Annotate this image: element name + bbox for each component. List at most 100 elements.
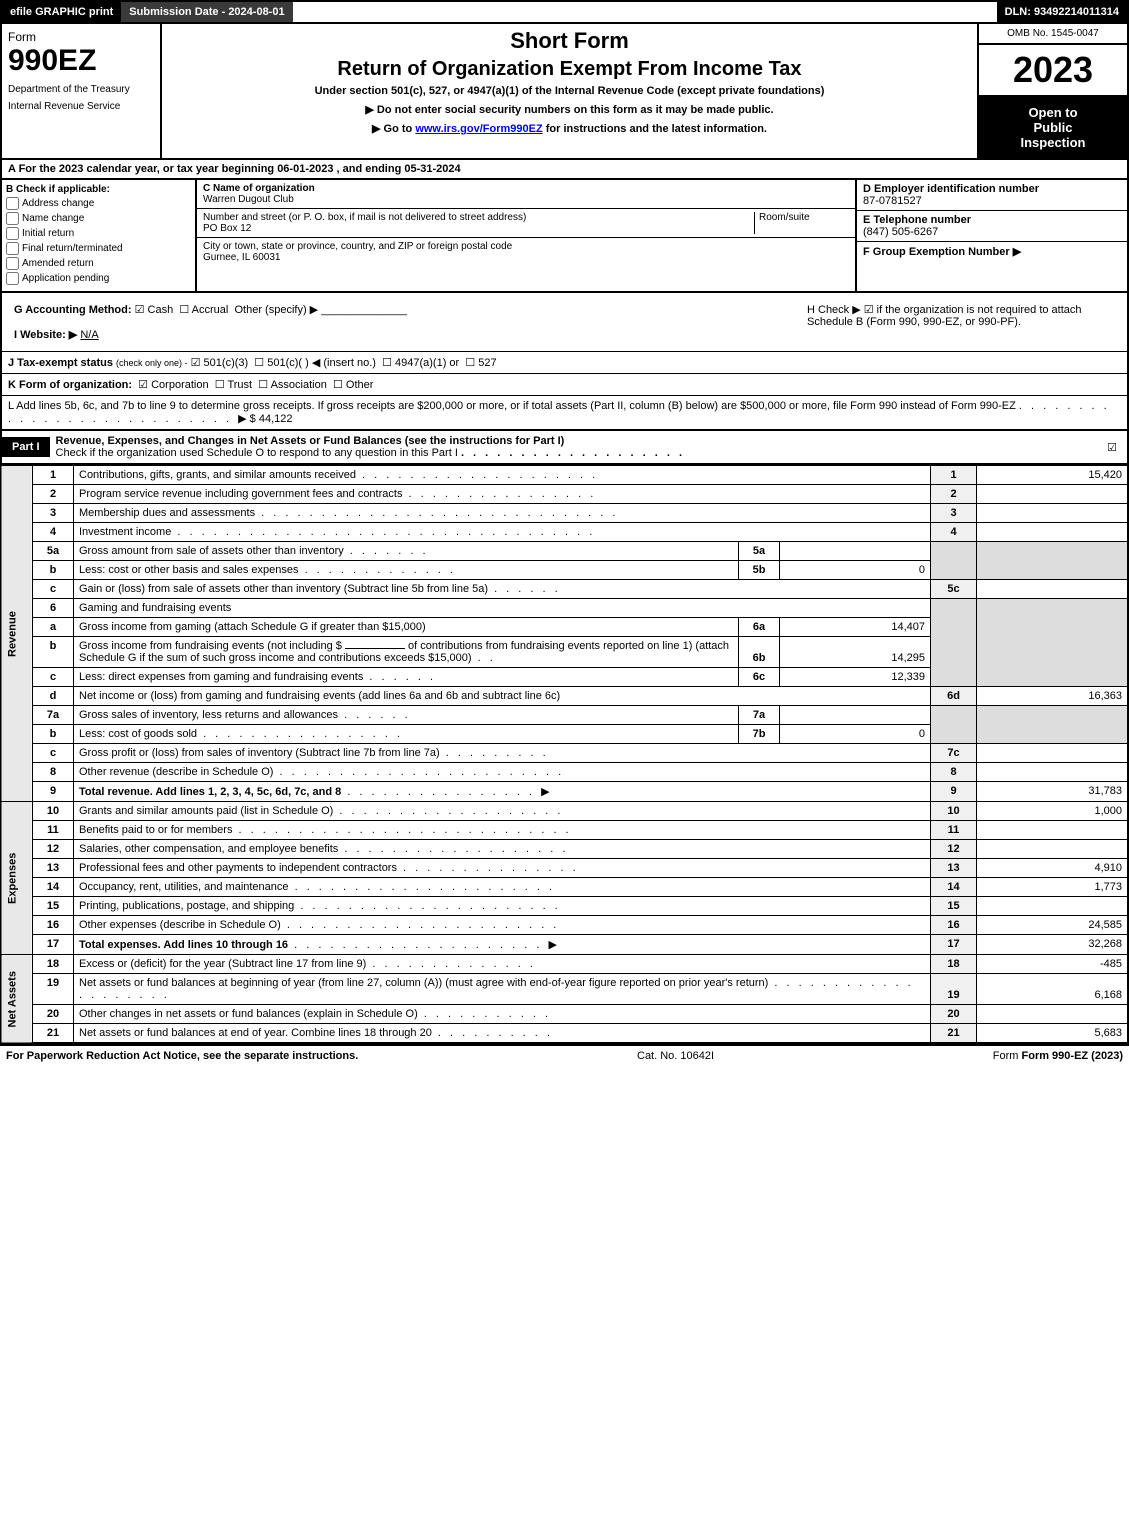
omb-number: OMB No. 1545-0047 xyxy=(979,24,1127,45)
row-text: Occupancy, rent, utilities, and maintena… xyxy=(79,881,289,893)
ln: 11 xyxy=(33,821,74,840)
form-id-box: Form 990EZ Department of the Treasury In… xyxy=(2,24,162,158)
top-bar: efile GRAPHIC print Submission Date - 20… xyxy=(0,0,1129,24)
ln: 13 xyxy=(33,859,74,878)
city-label: City or town, state or province, country… xyxy=(203,241,512,252)
amt xyxy=(977,504,1129,523)
irs-link[interactable]: www.irs.gov/Form990EZ xyxy=(415,123,542,135)
row-text: Salaries, other compensation, and employ… xyxy=(79,843,338,855)
amt: -485 xyxy=(977,955,1129,974)
sn: 5b xyxy=(739,561,780,580)
check-final-return[interactable]: Final return/terminated xyxy=(6,242,191,255)
public: Public xyxy=(983,120,1123,135)
open-public-badge: Open to Public Inspection xyxy=(979,97,1127,158)
rn: 3 xyxy=(931,504,977,523)
form-number: 990EZ xyxy=(8,44,154,78)
ln: 2 xyxy=(33,485,74,504)
check-other-icon xyxy=(333,379,343,391)
main-table: Revenue 1 Contributions, gifts, grants, … xyxy=(0,465,1129,1044)
e-label: E Telephone number xyxy=(863,214,971,226)
rn: 8 xyxy=(931,763,977,782)
row-text: Gaming and fundraising events xyxy=(74,599,931,618)
amt: 1,000 xyxy=(977,802,1129,821)
amt xyxy=(977,485,1129,504)
j-label: J Tax-exempt status xyxy=(8,357,113,369)
g-accrual: Accrual xyxy=(192,304,229,316)
k-assoc: Association xyxy=(271,379,327,391)
check-accrual-icon xyxy=(179,304,189,316)
efile-print[interactable]: efile GRAPHIC print xyxy=(2,2,121,22)
d-label: D Employer identification number xyxy=(863,183,1039,195)
net-assets-label: Net Assets xyxy=(1,955,33,1044)
rn: 14 xyxy=(931,878,977,897)
ln: 16 xyxy=(33,916,74,935)
rn: 21 xyxy=(931,1024,977,1044)
check-assoc-icon xyxy=(258,379,268,391)
check-initial-return[interactable]: Initial return xyxy=(6,227,191,240)
row-text: Printing, publications, postage, and shi… xyxy=(79,900,294,912)
amt xyxy=(977,1005,1129,1024)
g-other: Other (specify) ▶ xyxy=(234,304,318,316)
sn: 6b xyxy=(739,637,780,668)
ln: 17 xyxy=(33,935,74,955)
revenue-label: Revenue xyxy=(1,466,33,802)
page-footer: For Paperwork Reduction Act Notice, see … xyxy=(0,1044,1129,1066)
phone-value: (847) 505-6267 xyxy=(863,226,938,238)
row-text: Less: direct expenses from gaming and fu… xyxy=(79,671,363,683)
ln: c xyxy=(33,668,74,687)
dept-irs: Internal Revenue Service xyxy=(8,101,154,112)
ln: 5a xyxy=(33,542,74,561)
rn: 2 xyxy=(931,485,977,504)
check-cash-icon xyxy=(135,304,145,316)
ln: 21 xyxy=(33,1024,74,1044)
amt: 16,363 xyxy=(977,687,1129,706)
row-text: Gross profit or (loss) from sales of inv… xyxy=(79,747,440,759)
row-text: Excess or (deficit) for the year (Subtra… xyxy=(79,958,366,970)
part1-checkbox-icon[interactable] xyxy=(1097,437,1127,458)
check-name-change[interactable]: Name change xyxy=(6,212,191,225)
ln: 4 xyxy=(33,523,74,542)
ein-value: 87-0781527 xyxy=(863,195,922,207)
part1-title: Revenue, Expenses, and Changes in Net As… xyxy=(56,435,565,447)
ln: c xyxy=(33,580,74,599)
row-text: Professional fees and other payments to … xyxy=(79,862,397,874)
form-label: Form xyxy=(8,30,154,44)
amt xyxy=(977,523,1129,542)
row-text: Gross sales of inventory, less returns a… xyxy=(79,709,338,721)
street-label: Number and street (or P. O. box, if mail… xyxy=(203,212,526,223)
amt: 31,783 xyxy=(977,782,1129,802)
sn: 5a xyxy=(739,542,780,561)
check-amended-return[interactable]: Amended return xyxy=(6,257,191,270)
footer-right: Form Form 990-EZ (2023) xyxy=(993,1050,1123,1062)
ln: b xyxy=(33,725,74,744)
footer-left: For Paperwork Reduction Act Notice, see … xyxy=(6,1050,358,1062)
sv: 12,339 xyxy=(780,668,931,687)
row-text: Total revenue. Add lines 1, 2, 3, 4, 5c,… xyxy=(79,786,341,798)
amt: 4,910 xyxy=(977,859,1129,878)
amt xyxy=(977,763,1129,782)
g-label: G Accounting Method: xyxy=(14,304,132,316)
rn: 17 xyxy=(931,935,977,955)
row-text: Grants and similar amounts paid (list in… xyxy=(79,805,333,817)
check-application-pending[interactable]: Application pending xyxy=(6,272,191,285)
k-corp: Corporation xyxy=(151,379,208,391)
sv: 0 xyxy=(780,561,931,580)
k-trust: Trust xyxy=(227,379,252,391)
g-cash: Cash xyxy=(148,304,174,316)
check-4947-icon xyxy=(382,357,392,369)
sv xyxy=(780,542,931,561)
row-text: Benefits paid to or for members xyxy=(79,824,232,836)
rn: 5c xyxy=(931,580,977,599)
l-amount: ▶ $ 44,122 xyxy=(238,413,292,425)
row-text: Gross amount from sale of assets other t… xyxy=(79,545,344,557)
open-to: Open to xyxy=(983,105,1123,120)
sv: 14,295 xyxy=(780,637,931,668)
line-h-text: H Check ▶ ☑ if the organization is not r… xyxy=(801,297,1121,347)
rn: 10 xyxy=(931,802,977,821)
submission-date: Submission Date - 2024-08-01 xyxy=(121,2,292,22)
line-k: K Form of organization: Corporation Trus… xyxy=(0,374,1129,396)
check-address-change[interactable]: Address change xyxy=(6,197,191,210)
k-label: K Form of organization: xyxy=(8,379,132,391)
rn: 6d xyxy=(931,687,977,706)
title-box: Short Form Return of Organization Exempt… xyxy=(162,24,977,158)
